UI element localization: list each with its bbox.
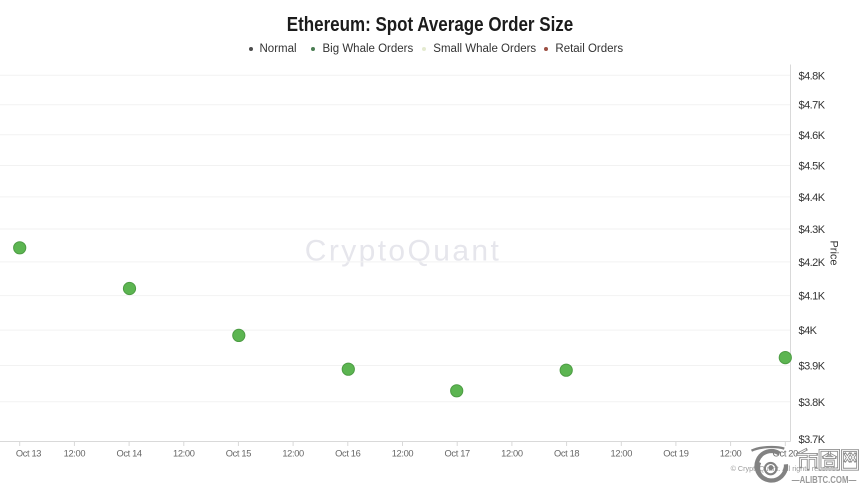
svg-text:Oct 15: Oct 15 <box>226 449 251 459</box>
svg-text:12:00: 12:00 <box>611 449 633 459</box>
svg-text:$4.2K: $4.2K <box>799 257 826 269</box>
svg-text:$4.4K: $4.4K <box>799 192 826 204</box>
svg-text:12:00: 12:00 <box>501 449 523 459</box>
svg-text:Oct 17: Oct 17 <box>445 449 470 459</box>
svg-text:$3.7K: $3.7K <box>799 434 826 446</box>
svg-text:12:00: 12:00 <box>282 449 304 459</box>
svg-text:$3.9K: $3.9K <box>799 361 826 373</box>
svg-text:12:00: 12:00 <box>392 449 414 459</box>
svg-text:Oct 18: Oct 18 <box>554 449 579 459</box>
svg-text:Oct 19: Oct 19 <box>663 449 688 459</box>
svg-text:Oct 16: Oct 16 <box>335 449 360 459</box>
svg-text:Oct 13: Oct 13 <box>16 449 41 459</box>
svg-text:Price: Price <box>828 240 840 265</box>
svg-text:CryptoQuant: CryptoQuant <box>305 235 501 268</box>
svg-text:12:00: 12:00 <box>720 449 742 459</box>
svg-text:$4.8K: $4.8K <box>799 70 826 82</box>
svg-text:$4.7K: $4.7K <box>799 100 826 112</box>
svg-text:Oct 14: Oct 14 <box>116 449 141 459</box>
svg-text:12:00: 12:00 <box>64 449 86 459</box>
svg-text:—ALIBTC.COM—: —ALIBTC.COM— <box>792 474 856 484</box>
svg-text:$4.5K: $4.5K <box>799 161 826 173</box>
svg-text:$4.1K: $4.1K <box>799 291 826 303</box>
svg-text:$4.6K: $4.6K <box>799 130 826 142</box>
svg-text:$4.3K: $4.3K <box>799 224 826 236</box>
svg-text:$4K: $4K <box>799 325 818 337</box>
svg-text:12:00: 12:00 <box>173 449 195 459</box>
svg-text:$3.8K: $3.8K <box>799 397 826 409</box>
svg-text:Oct 20: Oct 20 <box>773 449 798 459</box>
